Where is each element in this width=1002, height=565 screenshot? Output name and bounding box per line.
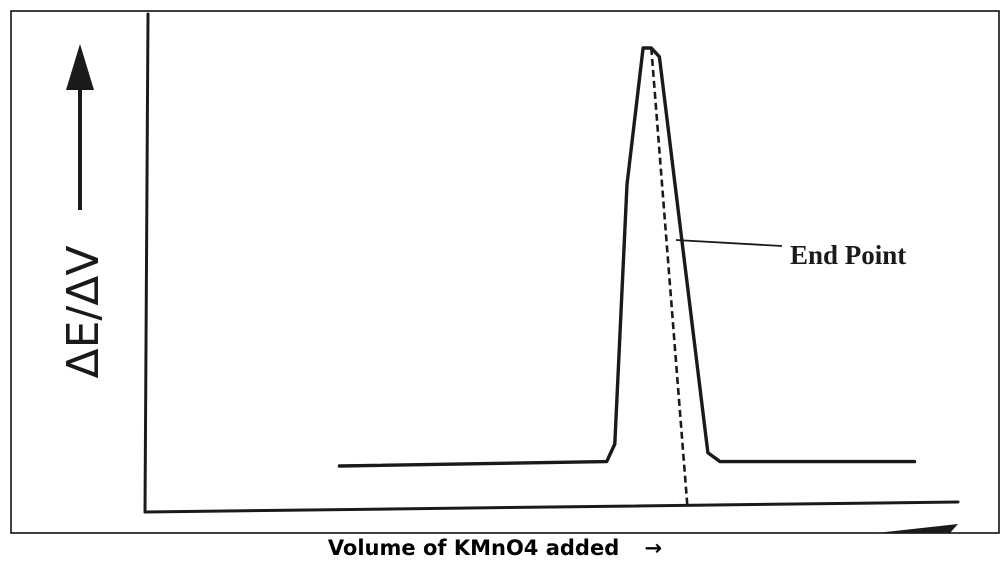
figure-frame xyxy=(10,10,1000,534)
end-point-leader xyxy=(675,239,783,247)
y-axis-arrow xyxy=(66,44,94,210)
y-axis xyxy=(143,12,150,514)
x-axis xyxy=(143,500,960,514)
series-layer xyxy=(337,46,917,506)
end-point-label: End Point xyxy=(790,240,906,270)
series-line-0 xyxy=(337,46,917,468)
y-axis-label: ΔE/ΔV xyxy=(58,246,109,379)
x-axis-arrow-head xyxy=(876,524,958,533)
end-point-line xyxy=(650,47,689,506)
